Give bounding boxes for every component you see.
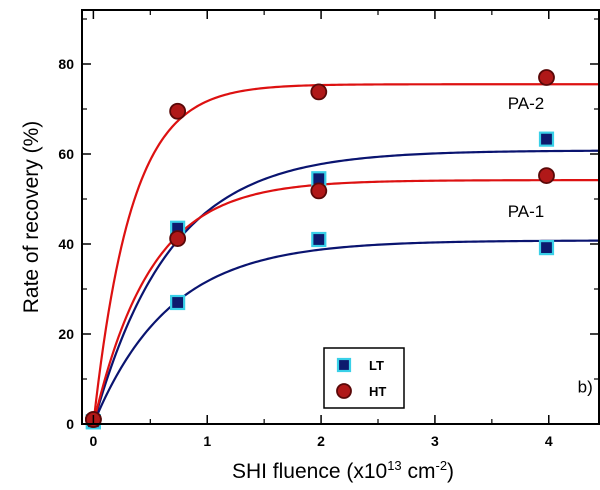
y-tick-label-60: 60 [58, 146, 74, 162]
annotation-pa2: PA-2 [508, 94, 545, 113]
annotation-pa1: PA-1 [508, 202, 545, 221]
x-tick-label-4: 4 [545, 433, 553, 449]
plot-layer [84, 69, 600, 430]
x-tick-label-0: 0 [89, 433, 97, 449]
plot-frame [81, 9, 600, 425]
x-tick-label-2: 2 [317, 433, 325, 449]
data-point-lt-pa-1 [170, 294, 186, 311]
data-point-lt-pa-1 [538, 240, 555, 256]
legend: LT HT [323, 347, 405, 409]
y-tick-label-0: 0 [66, 416, 74, 432]
legend-label-ht: HT [369, 384, 386, 399]
y-axis-title: Rate of recovery (%) [20, 121, 43, 314]
data-point-ht-pa-1 [310, 182, 328, 200]
x-axis-title: SHI fluence (x1013 cm-2) [232, 458, 454, 483]
data-point-lt-pa-2 [538, 131, 555, 147]
data-point-ht-pa-1 [169, 230, 187, 248]
data-point-ht-pa-2 [310, 83, 328, 101]
y-tick-label-20: 20 [58, 326, 74, 342]
y-tick-label-80: 80 [58, 56, 74, 72]
legend-marker-ht [336, 383, 352, 399]
fit-curve-ht-pa-2 [92, 83, 600, 425]
legend-marker-lt [336, 357, 352, 373]
legend-box [323, 347, 405, 409]
x-tick-label-1: 1 [203, 433, 211, 449]
y-tick-label-40: 40 [58, 236, 74, 252]
legend-label-lt: LT [369, 358, 384, 373]
x-tick-label-3: 3 [431, 433, 439, 449]
data-point-ht-pa-2 [538, 69, 555, 86]
data-point-lt-pa-1 [311, 231, 327, 248]
annotation-b: b) [578, 378, 593, 397]
tick-layer [82, 10, 599, 425]
data-point-ht-pa-2 [169, 102, 187, 120]
data-point-ht-pa-1 [538, 167, 555, 185]
